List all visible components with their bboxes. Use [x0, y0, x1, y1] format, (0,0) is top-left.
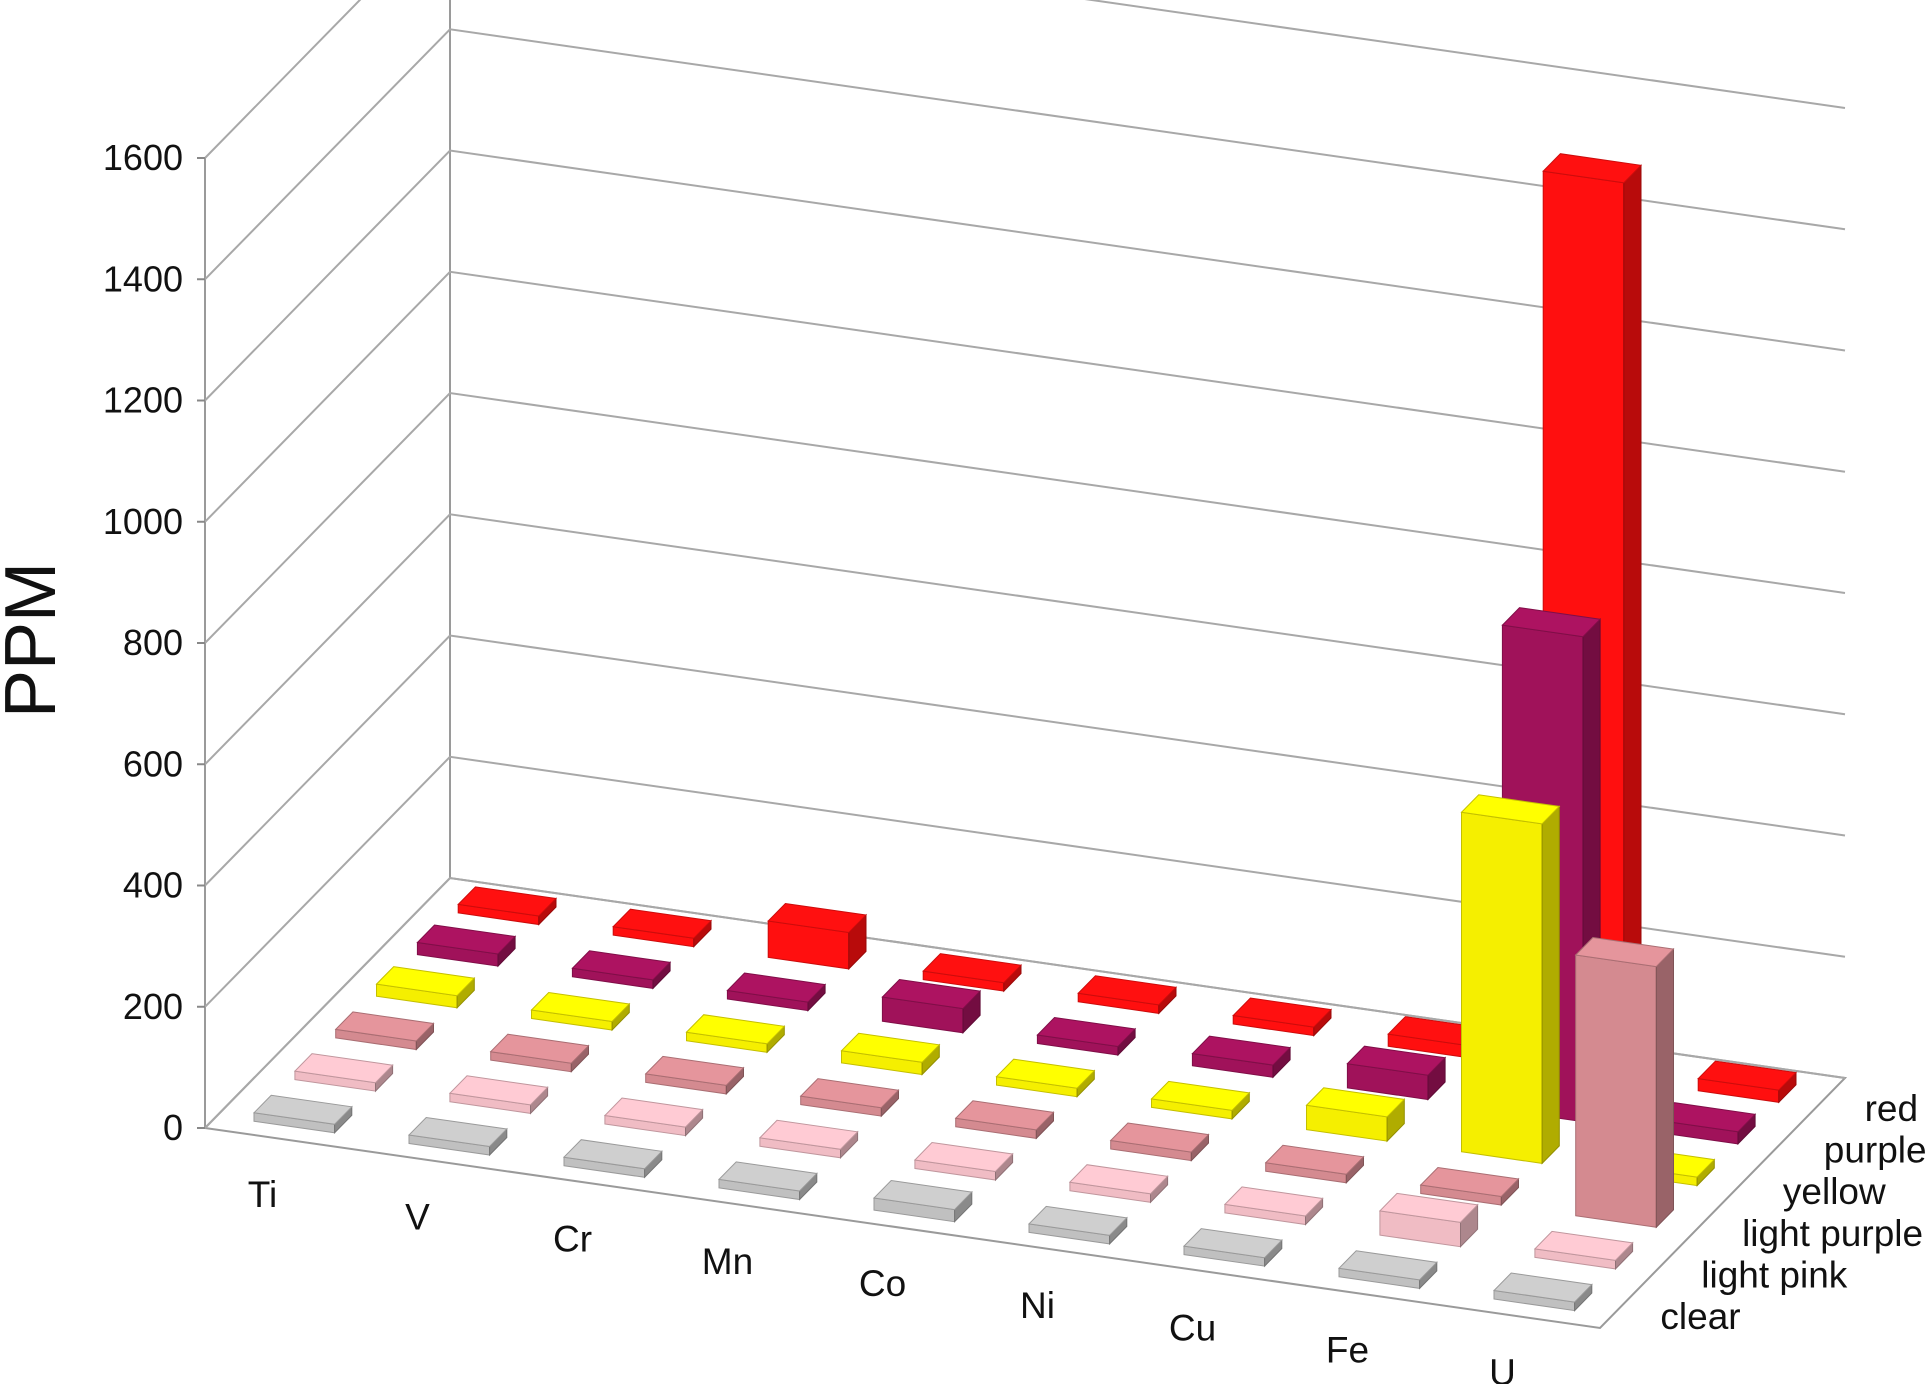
bar-mn-light-pink — [758, 1119, 859, 1160]
bar-fe-clear — [1337, 1250, 1438, 1290]
bar-co-yellow — [995, 1058, 1096, 1098]
bar-fe-light-pink — [1378, 1192, 1479, 1248]
series-label-clear: clear — [1660, 1296, 1740, 1337]
gridline — [204, 149, 1846, 402]
series-label-red: red — [1865, 1088, 1918, 1129]
category-label-mn: Mn — [702, 1241, 753, 1282]
category-label-ni: Ni — [1020, 1285, 1055, 1326]
y-tick-label: 1000 — [103, 501, 183, 542]
gridline — [204, 634, 1846, 887]
gridline — [204, 755, 1846, 1008]
bar-fe-yellow — [1460, 794, 1561, 1165]
bar-fe-light-purple — [1419, 1166, 1520, 1207]
bar-v-red — [612, 908, 713, 948]
y-tick-label: 600 — [123, 743, 183, 784]
gridline — [204, 876, 1846, 1129]
bar-v-purple — [571, 950, 672, 990]
bar-cu-purple — [1346, 1045, 1447, 1101]
series-label-light-pink: light pink — [1701, 1255, 1848, 1296]
bars — [252, 153, 1798, 1312]
bar-mn-purple — [881, 978, 982, 1035]
y-tick-label: 200 — [123, 986, 183, 1027]
y-tick-label: 0 — [163, 1107, 183, 1148]
series-label-purple: purple — [1824, 1130, 1927, 1171]
bar-cr-clear — [562, 1139, 663, 1179]
bar-mn-light-purple — [799, 1078, 900, 1118]
bar-u-clear — [1492, 1272, 1593, 1312]
bar-ti-light-pink — [293, 1053, 394, 1093]
bar-co-light-purple — [954, 1100, 1055, 1140]
bar-ni-red — [1232, 997, 1333, 1037]
series-label-yellow: yellow — [1783, 1171, 1886, 1212]
bar-v-light-purple — [489, 1033, 590, 1073]
bar-cr-light-purple — [644, 1055, 745, 1096]
gridline — [204, 391, 1846, 644]
bar-v-clear — [407, 1116, 508, 1157]
bar-cu-yellow — [1305, 1087, 1406, 1143]
gridlines — [204, 0, 1846, 1129]
category-label-v: V — [405, 1196, 430, 1237]
bar-co-light-pink — [913, 1141, 1014, 1182]
category-label-ti: Ti — [248, 1174, 277, 1215]
gridline — [204, 28, 1846, 280]
bar-cr-yellow — [685, 1014, 786, 1054]
bar-ti-light-purple — [334, 1011, 435, 1051]
bar-ni-clear — [1027, 1205, 1128, 1246]
category-label-cr: Cr — [553, 1219, 592, 1260]
category-labels: Ti V Cr Mn Co Ni Cu Fe U — [248, 1174, 1516, 1384]
bar-ni-yellow — [1150, 1080, 1251, 1121]
bar-mn-clear — [717, 1161, 818, 1201]
bar-ti-red — [457, 886, 558, 926]
y-tick-label: 400 — [123, 865, 183, 906]
bar-ni-light-purple — [1109, 1122, 1210, 1162]
bar-v-yellow — [530, 991, 631, 1032]
category-label-u: U — [1489, 1352, 1516, 1384]
bar-ni-purple — [1191, 1035, 1292, 1079]
bar-cu-light-purple — [1264, 1144, 1365, 1185]
bar-cr-light-pink — [603, 1097, 704, 1137]
y-tick-label: 1400 — [103, 258, 183, 299]
bar-mn-yellow — [840, 1032, 941, 1076]
y-axis-label: PPM — [0, 562, 71, 718]
bar-ti-clear — [252, 1094, 353, 1135]
bar-co-red — [1077, 975, 1178, 1015]
bar-v-light-pink — [448, 1075, 549, 1115]
category-label-fe: Fe — [1326, 1330, 1369, 1371]
bar-u-red — [1697, 1060, 1798, 1104]
bar-ni-light-pink — [1068, 1164, 1169, 1204]
bar-cr-red — [767, 902, 868, 971]
bar-mn-red — [922, 953, 1023, 993]
bar-co-clear — [872, 1179, 973, 1223]
bar-cu-clear — [1182, 1228, 1283, 1268]
bar-cr-purple — [726, 972, 827, 1012]
bar-ti-yellow — [375, 966, 476, 1010]
bar-u-light-pink — [1533, 1230, 1634, 1271]
y-axis-ticks: 0 200 400 600 800 1000 1200 1400 1600 — [103, 137, 205, 1148]
category-label-co: Co — [859, 1263, 906, 1304]
y-tick-label: 800 — [123, 622, 183, 663]
bar-ti-purple — [416, 924, 517, 968]
series-label-light-purple: light purple — [1742, 1213, 1923, 1254]
gridline — [204, 270, 1846, 523]
y-tick-label: 1600 — [103, 137, 183, 178]
gridline — [204, 513, 1846, 765]
bar-co-purple — [1036, 1016, 1137, 1057]
bar-cu-light-pink — [1223, 1186, 1324, 1226]
bar-u-light-purple — [1574, 936, 1675, 1229]
gridline — [204, 0, 1846, 159]
y-tick-label: 1200 — [103, 380, 183, 421]
category-label-cu: Cu — [1169, 1307, 1216, 1348]
